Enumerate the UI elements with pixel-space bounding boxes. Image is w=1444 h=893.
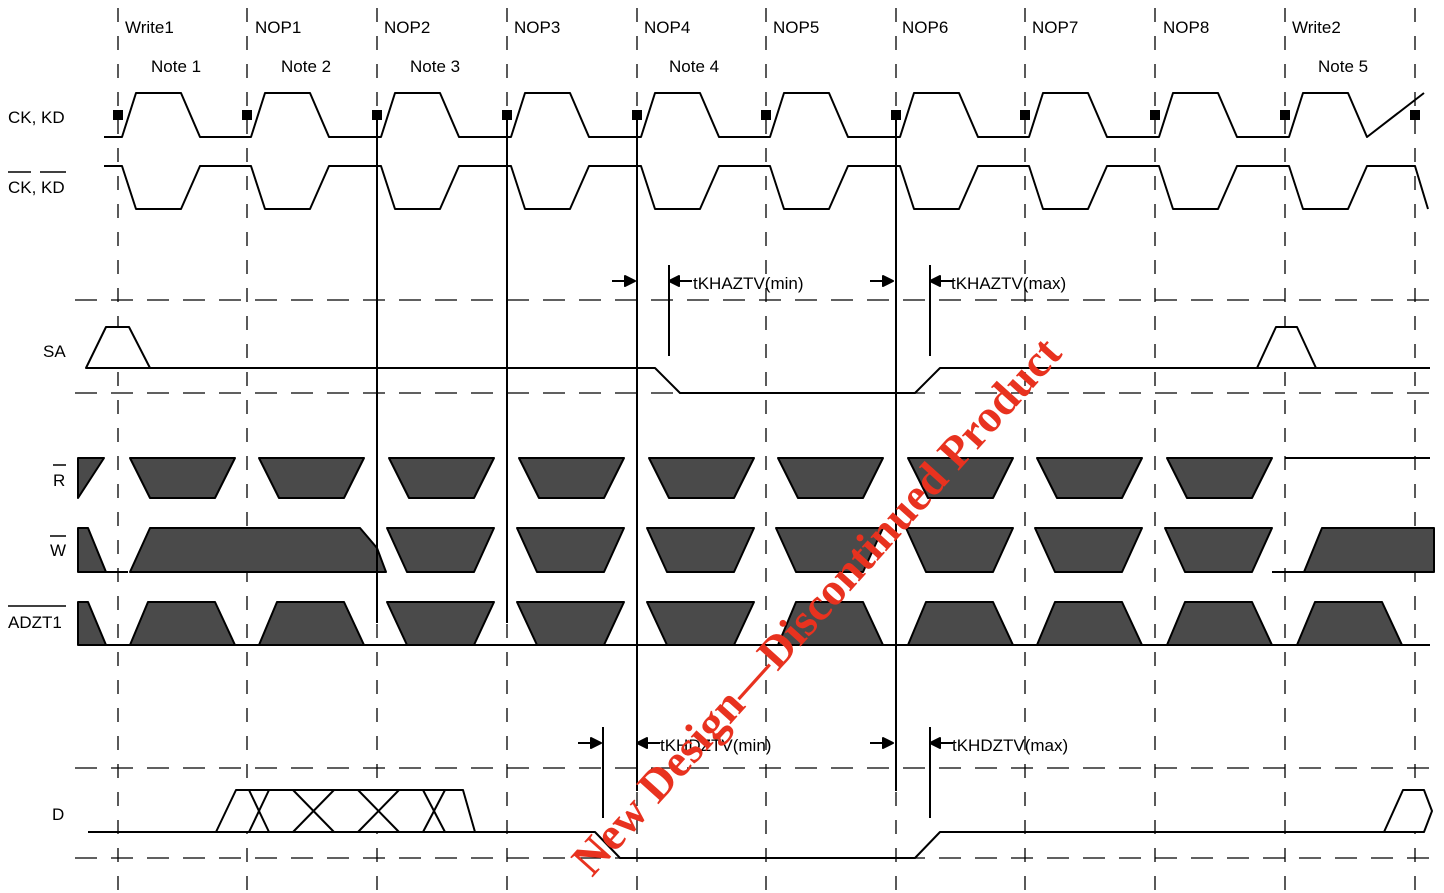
r-fill-7 xyxy=(907,457,1014,499)
w-fill-0 xyxy=(77,527,107,573)
clock-edge-marker-9 xyxy=(1280,110,1290,120)
w-fill-6 xyxy=(905,527,1014,573)
r-fill-2 xyxy=(258,457,365,499)
cycle-nop3: NOP3 xyxy=(514,18,560,37)
signal-ck-kd-bar: CK, KD xyxy=(8,178,65,197)
signal-fills xyxy=(77,457,1435,833)
cycle-nop8: NOP8 xyxy=(1163,18,1209,37)
note-1: Note 1 xyxy=(151,57,201,76)
label-tkhaztv-max: tKHAZTV(max) xyxy=(951,274,1066,293)
clock-edge-marker-1 xyxy=(242,110,252,120)
arrow-tkhaztv-min-right-head xyxy=(668,275,680,287)
sa-address-write1 xyxy=(85,326,151,369)
adzt1-fill-10 xyxy=(1296,601,1403,646)
r-fill-0 xyxy=(77,457,105,499)
label-tkhaztv-min: tKHAZTV(min) xyxy=(693,274,804,293)
cycle-nop7: NOP7 xyxy=(1032,18,1078,37)
w-fill-2 xyxy=(386,527,495,573)
clock-edge-marker-0 xyxy=(113,110,123,120)
adzt1-fill-2 xyxy=(258,601,365,646)
d-data-backslash-1 xyxy=(292,789,335,833)
signal-ck-kd: CK, KD xyxy=(8,108,65,127)
w-fill-4 xyxy=(646,527,755,573)
clock-edge-marker-4 xyxy=(632,110,642,120)
signal-adzt1-bar: ADZT1 xyxy=(8,613,62,632)
arrow-tkhaztv-min-left-head xyxy=(624,275,636,287)
w-fill-5 xyxy=(775,527,884,573)
w-fill-1 xyxy=(129,527,387,573)
arrow-tkhdztv-min-right-head xyxy=(636,737,648,749)
waveform-d-tail xyxy=(885,831,1384,859)
note-2: Note 2 xyxy=(281,57,331,76)
adzt1-fill-3 xyxy=(386,601,495,646)
note-4: Note 4 xyxy=(669,57,719,76)
waveform-sa xyxy=(86,367,1430,394)
adzt1-fill-7 xyxy=(907,601,1014,646)
sa-address-write2 xyxy=(1256,326,1317,369)
signal-r-bar: R xyxy=(53,471,65,490)
cycle-nop1: NOP1 xyxy=(255,18,301,37)
cycle-nop4: NOP4 xyxy=(644,18,690,37)
signal-sa: SA xyxy=(43,342,66,361)
adzt1-fill-8 xyxy=(1036,601,1143,646)
clock-edge-marker-5 xyxy=(761,110,771,120)
d-data-backslash-2 xyxy=(357,789,400,833)
adzt1-fill-0 xyxy=(77,601,107,646)
adzt1-fill-4 xyxy=(516,601,625,646)
arrow-tkhdztv-max-right-head xyxy=(929,737,941,749)
w-fill-9 xyxy=(1303,527,1435,573)
r-fill-5 xyxy=(648,457,755,499)
waveforms xyxy=(78,92,1433,859)
w-fill-7 xyxy=(1034,527,1143,573)
label-tkhdztv-min: tKHDZTV(min) xyxy=(660,736,771,755)
labels: Write1 NOP1 NOP2 NOP3 NOP4 NOP5 NOP6 NOP… xyxy=(8,18,1368,824)
clock-edge-marker-3 xyxy=(502,110,512,120)
d-data-backslash-3 xyxy=(422,789,446,833)
cycle-nop6: NOP6 xyxy=(902,18,948,37)
cycle-nop2: NOP2 xyxy=(384,18,430,37)
clock-edge-marker-6 xyxy=(891,110,901,120)
waveform-ck-kd xyxy=(104,92,1425,138)
d-data-write2 xyxy=(1383,789,1433,833)
label-tkhdztv-max: tKHDZTV(max) xyxy=(952,736,1068,755)
r-fill-1 xyxy=(129,457,236,499)
cycle-write1: Write1 xyxy=(125,18,174,37)
note-3: Note 3 xyxy=(410,57,460,76)
clock-edge-marker-10 xyxy=(1410,110,1420,120)
clock-edge-marker-8 xyxy=(1150,110,1160,120)
d-data-backslash-0 xyxy=(248,789,270,833)
clock-edge-marker-7 xyxy=(1020,110,1030,120)
arrow-tkhdztv-max-left-head xyxy=(882,737,894,749)
w-fill-8 xyxy=(1164,527,1273,573)
arrow-tkhaztv-max-right-head xyxy=(929,275,941,287)
w-fill-3 xyxy=(516,527,625,573)
r-fill-6 xyxy=(777,457,884,499)
waveform-ck-kd-bar xyxy=(104,165,1429,210)
adzt1-fill-9 xyxy=(1166,601,1273,646)
clock-edge-marker-2 xyxy=(372,110,382,120)
clock-gridlines xyxy=(117,8,1416,893)
r-fill-4 xyxy=(518,457,625,499)
adzt1-fill-5 xyxy=(646,601,755,646)
arrow-tkhaztv-max-left-head xyxy=(882,275,894,287)
cycle-nop5: NOP5 xyxy=(773,18,819,37)
active-low-overbars xyxy=(8,171,66,607)
cycle-write2: Write2 xyxy=(1292,18,1341,37)
r-fill-3 xyxy=(388,457,495,499)
signal-w-bar: W xyxy=(50,541,66,560)
adzt1-fill-1 xyxy=(129,601,236,646)
level-reference-lines xyxy=(75,299,1432,859)
arrow-tkhdztv-min-left-head xyxy=(590,737,602,749)
note-5: Note 5 xyxy=(1318,57,1368,76)
r-fill-8 xyxy=(1036,457,1143,499)
d-data-envelope xyxy=(215,789,476,833)
signal-d: D xyxy=(52,805,64,824)
r-fill-9 xyxy=(1166,457,1273,499)
